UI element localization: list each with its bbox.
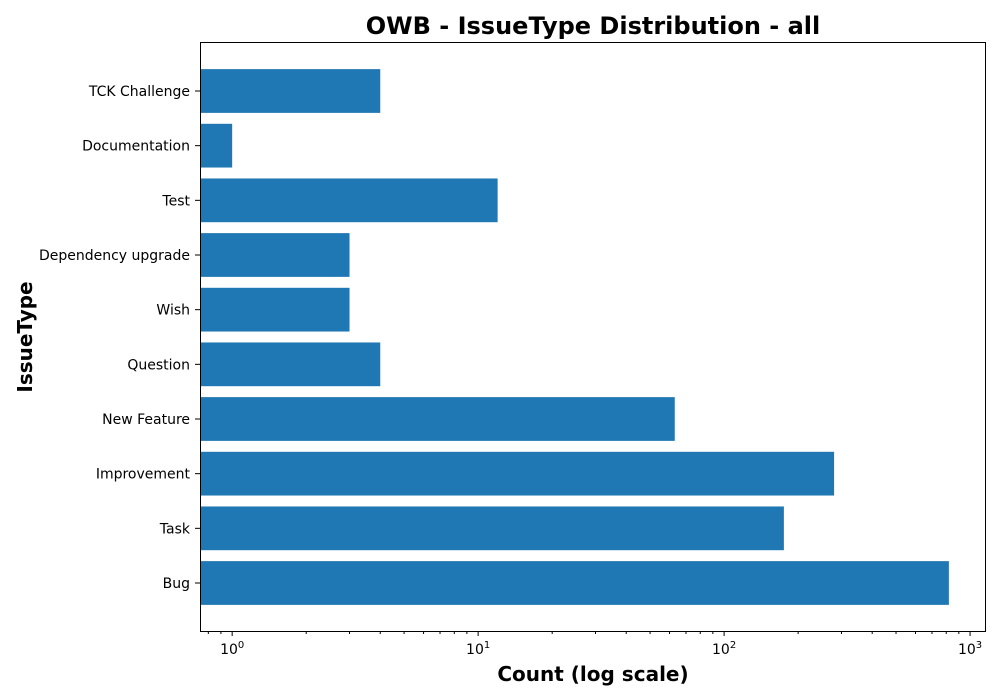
bar-new-feature <box>200 397 675 441</box>
x-axis-label: Count (log scale) <box>497 662 688 686</box>
y-tick-label-wish: Wish <box>156 303 190 319</box>
bar-tck-challenge <box>200 69 381 113</box>
y-tick-label-tck-challenge: TCK Challenge <box>88 84 190 100</box>
x-tick-label-0: 100 <box>220 640 244 658</box>
y-tick-label-new-feature: New Feature <box>102 412 190 428</box>
y-axis-label: IssueType <box>13 281 37 392</box>
bar-test <box>200 178 498 223</box>
bar-bug <box>200 561 949 605</box>
x-axis: 100 101 102 103 <box>207 631 982 658</box>
y-tick-label-test: Test <box>161 193 190 209</box>
y-axis: Bug Task Improvement New Feature Question Wis… <box>39 84 200 592</box>
plot-frame <box>200 42 986 632</box>
y-tick-label-question: Question <box>127 357 190 373</box>
bar-documentation <box>200 123 233 168</box>
bar-improvement <box>200 451 835 496</box>
bar-wish <box>200 287 350 332</box>
y-tick-label-task: Task <box>159 521 191 537</box>
bars-layer <box>200 69 949 605</box>
x-tick-label-2: 102 <box>712 640 736 658</box>
bar-task <box>200 506 784 551</box>
bar-dependency-upgrade <box>200 233 350 277</box>
y-tick-label-improvement: Improvement <box>96 467 191 483</box>
chart-title: OWB - IssueType Distribution - all <box>366 12 821 40</box>
y-tick-label-bug: Bug <box>163 576 190 592</box>
bar-question <box>200 342 381 387</box>
y-tick-label-documentation: Documentation <box>82 139 190 155</box>
x-tick-label-3: 103 <box>958 640 982 658</box>
y-tick-label-dependency-upgrade: Dependency upgrade <box>39 248 190 264</box>
x-tick-label-1: 101 <box>466 640 490 658</box>
